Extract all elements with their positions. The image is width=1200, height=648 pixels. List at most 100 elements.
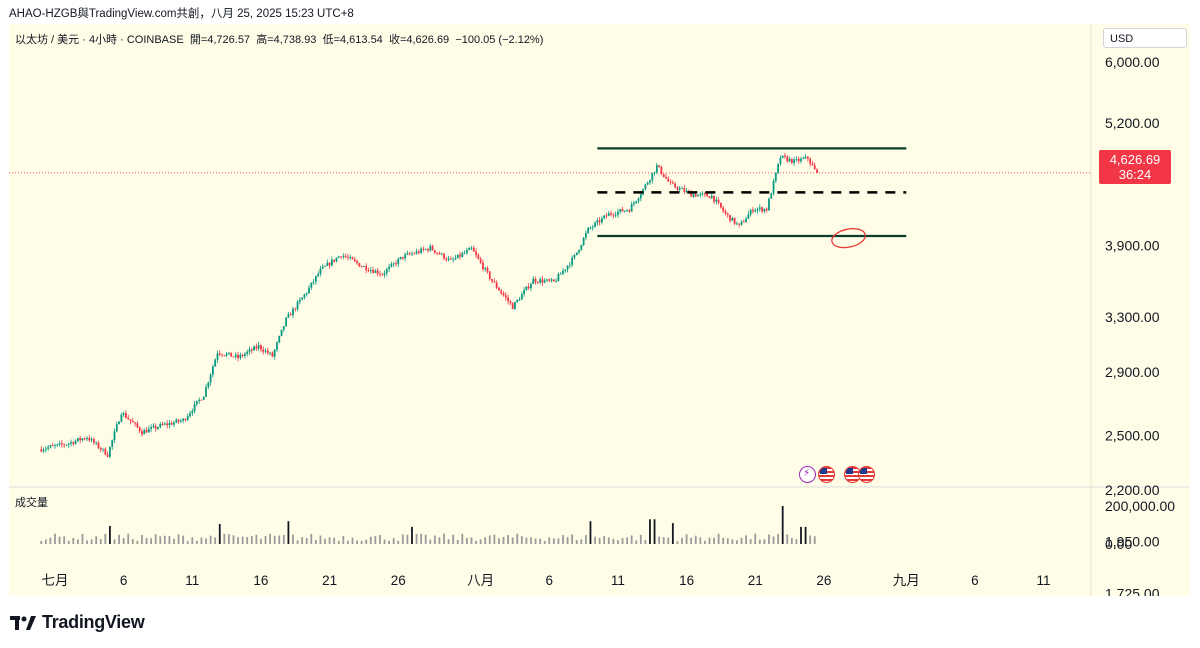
candle-body [752,209,754,212]
candle-body [106,454,109,457]
candle-body [754,210,757,212]
candle-body [429,245,432,251]
candle-body [431,245,434,251]
candle-body [51,445,54,447]
candle-body [697,194,699,197]
candle-body [498,287,500,291]
candle-body [266,350,269,354]
bar-countdown: 36:24 [1118,167,1152,182]
volume-bar [214,537,217,544]
volume-bar [287,521,290,544]
candle-body [99,448,102,450]
candle-body [729,214,731,221]
legend-high: =4,738.93 [267,34,317,46]
tradingview-logo[interactable]: TradingView [10,612,145,633]
candle-body [303,294,306,298]
candle-body [282,326,285,330]
candle-body [813,165,816,170]
candle-body [589,227,592,229]
y-tick-label: 6,000.00 [1105,54,1160,70]
candle-body [809,158,812,164]
us-flag-icon[interactable] [818,466,835,483]
candle-body [141,431,143,435]
y-tick-label: 1,950.00 [1105,533,1160,549]
volume-bar [603,536,606,544]
candle-body [468,248,471,251]
candle-body [507,297,509,302]
candle-body [601,218,603,223]
candle-body [97,442,100,449]
candle-body [175,419,178,423]
volume-bar [118,534,120,544]
candle-body [383,273,386,275]
candle-body [784,155,786,157]
volume-bar [237,537,239,544]
candle-body [255,346,258,349]
candle-body [344,255,347,257]
candle-body [772,180,775,194]
candle-body [724,211,727,214]
candle-body [745,218,747,223]
candlestick-chart[interactable]: 6,000.00 5,200.00 3,900.00 3,300.00 2,900.00… [9,24,1190,596]
volume-bar [163,535,166,544]
candle-body [804,156,807,159]
candle-body [777,163,780,173]
volume-bar [154,534,157,544]
candle-body [694,194,697,197]
candle-body [292,308,294,316]
candle-body [459,254,461,257]
lightning-event-icon[interactable] [799,466,816,483]
candle-body [90,439,93,441]
candle-body [406,253,409,255]
candle-body [314,276,317,282]
currency-selector[interactable]: USD [1103,28,1187,48]
candle-body [756,208,759,211]
x-tick-label: 21 [322,573,337,588]
volume-bar [49,537,52,544]
candle-body [774,172,777,181]
volume-label: 成交量 [15,497,48,509]
chart-area[interactable]: 6,000.00 5,200.00 3,900.00 3,300.00 2,900.00… [9,24,1190,596]
candle-body [571,257,574,265]
candle-body [120,414,123,422]
volume-bar [374,535,377,544]
volume-bar [598,537,601,544]
candle-body [685,190,688,192]
candle-body [488,271,491,280]
candle-body [278,335,281,343]
candle-body [189,413,191,417]
volume-bar [76,539,79,544]
volume-bar [740,537,743,544]
candle-body [681,188,683,189]
candle-body [113,431,116,440]
candle-body [399,257,402,259]
candle-body [747,214,750,219]
candle-body [310,282,313,288]
volume-bar [507,535,509,544]
volume-bar [109,525,111,544]
volume-bar [241,536,244,544]
candle-body [662,174,665,177]
volume-bar [662,537,665,544]
candle-body [532,278,535,284]
candle-body [58,443,61,445]
candle-body [214,359,217,367]
candle-body [72,442,75,444]
candle-body [527,286,530,289]
us-flag-icon[interactable] [858,466,875,483]
volume-bar [328,537,331,544]
candle-body [417,251,420,253]
volume-bar [191,537,194,544]
volume-bar [795,539,798,544]
candle-body [500,290,503,294]
volume-bar [722,537,725,544]
volume-bar [113,539,116,544]
candle-body [44,448,47,450]
volume-bar [649,519,651,544]
volume-bar [658,536,661,544]
candle-body [635,201,638,203]
candle-body [163,423,166,425]
candle-body [333,259,336,262]
y-tick-label: 1,725.00 [1105,586,1160,596]
volume-bar [681,537,683,544]
